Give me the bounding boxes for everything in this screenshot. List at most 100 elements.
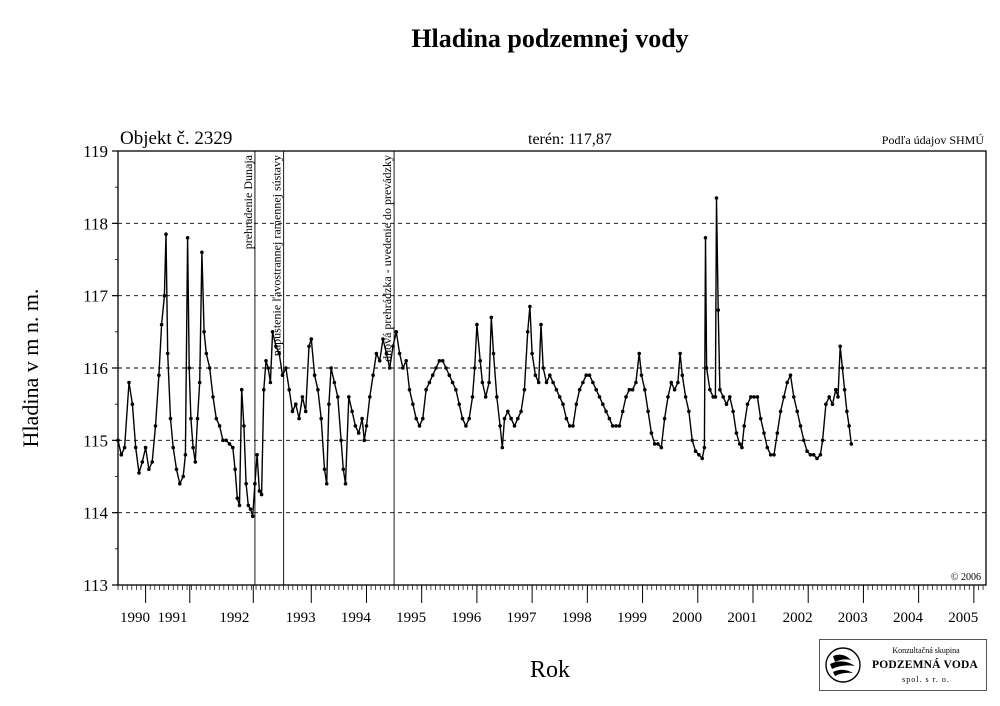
x-tick-label: 2003	[838, 610, 868, 626]
data-point	[749, 395, 753, 399]
y-tick-label: 115	[83, 431, 108, 450]
x-tick-label: 1995	[396, 610, 426, 626]
data-point	[721, 395, 725, 399]
data-point	[191, 445, 195, 450]
data-point	[713, 395, 718, 399]
data-point	[202, 330, 206, 334]
data-point	[168, 416, 173, 421]
data-point	[274, 344, 278, 349]
y-ticks: 113 114 115 116 117 118 119	[83, 142, 118, 595]
data-point	[255, 453, 259, 457]
data-point	[676, 380, 680, 385]
data-point	[788, 373, 793, 378]
data-point	[414, 416, 419, 421]
data-point	[434, 366, 438, 370]
data-point	[430, 373, 435, 378]
data-point	[820, 438, 825, 443]
data-point	[284, 366, 288, 370]
data-point	[397, 351, 402, 356]
data-point	[491, 351, 496, 356]
y-tick-label: 118	[83, 214, 108, 233]
data-point	[627, 387, 632, 392]
event-lines: prehradenie Dunaja napustenie ľavostranne…	[241, 151, 395, 585]
data-point	[467, 416, 472, 421]
data-point	[714, 196, 719, 200]
data-point	[424, 387, 428, 392]
source-label: Podľa údajov SHMÚ	[882, 133, 985, 147]
data-point	[233, 467, 237, 472]
data-point	[718, 387, 722, 392]
data-point	[178, 481, 182, 486]
data-point	[849, 442, 854, 446]
y-tick-label: 117	[83, 287, 108, 306]
data-point	[140, 460, 145, 464]
data-point	[836, 395, 840, 399]
data-point	[329, 366, 333, 370]
data-point	[185, 236, 190, 240]
data-point	[564, 416, 569, 421]
data-point	[672, 387, 677, 392]
data-point	[624, 395, 628, 399]
data-point	[528, 304, 532, 309]
data-point	[610, 424, 615, 428]
data-point	[772, 453, 776, 457]
logo-emblem-icon	[825, 647, 861, 683]
data-point	[808, 453, 813, 457]
company-logo: Konzultačná skupina PODZEMNÁ VODA spol. …	[819, 639, 987, 691]
x-axis-label: Rok	[530, 657, 570, 683]
data-point	[620, 409, 625, 414]
data-point	[731, 409, 735, 414]
data-point	[444, 366, 448, 370]
data-point	[217, 424, 222, 428]
data-point	[646, 409, 650, 414]
event-label: napustenie ľavostrannej ramennej sústavy	[270, 155, 284, 356]
terrain-label: terén: 117,87	[528, 131, 612, 148]
data-point	[690, 438, 694, 443]
data-point	[500, 445, 505, 450]
data-point	[591, 380, 595, 385]
data-point	[133, 445, 138, 450]
data-point	[195, 416, 200, 421]
data-point	[381, 337, 385, 341]
data-point	[460, 416, 465, 421]
data-point	[802, 438, 806, 443]
data-point	[745, 402, 750, 407]
data-point	[374, 351, 379, 356]
data-point	[464, 424, 468, 428]
data-point	[697, 453, 701, 457]
chart-title: Hladina podzemnej vody	[411, 24, 689, 53]
data-point	[171, 445, 175, 450]
data-point	[341, 467, 346, 472]
data-point	[548, 373, 552, 378]
logo-line-2: PODZEMNÁ VODA	[872, 659, 978, 671]
data-point	[601, 402, 605, 407]
data-point	[250, 514, 255, 519]
data-point	[427, 380, 432, 385]
data-point	[211, 395, 215, 399]
data-point	[614, 424, 618, 428]
data-point	[394, 330, 399, 334]
x-tick-label: 2001	[727, 610, 757, 626]
data-point	[257, 489, 262, 493]
data-point	[597, 395, 602, 399]
copyright-label: © 2006	[951, 572, 981, 583]
data-point	[174, 467, 179, 472]
data-point	[253, 481, 257, 486]
data-point	[322, 467, 327, 472]
x-tick-label: 1994	[341, 610, 372, 626]
data-point	[360, 416, 364, 421]
data-point	[421, 416, 425, 421]
data-point	[512, 424, 517, 428]
y-tick-label: 116	[83, 359, 108, 378]
data-point	[221, 438, 225, 443]
data-point	[457, 402, 462, 407]
data-point	[319, 416, 324, 421]
data-point	[207, 366, 212, 370]
data-point	[316, 387, 320, 392]
data-point	[483, 395, 488, 399]
x-tick-label: 1990	[120, 610, 150, 626]
data-point	[411, 402, 415, 407]
data-point	[762, 431, 766, 435]
data-point	[581, 380, 585, 385]
